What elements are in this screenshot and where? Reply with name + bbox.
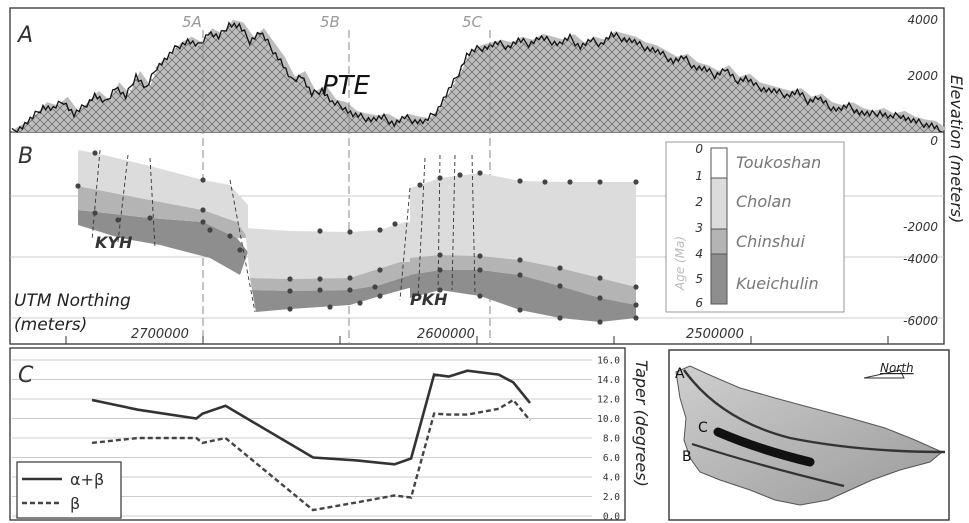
north-arrow-icon xyxy=(863,369,905,379)
legend-label-toukoshan: Toukoshan xyxy=(736,153,821,172)
age-0: 0 xyxy=(695,142,703,156)
panel-a-letter: A xyxy=(16,23,33,48)
taper-tick-label: 0.0 xyxy=(603,512,620,523)
legend-label-cholan: Cholan xyxy=(736,192,792,211)
age-1: 1 xyxy=(695,169,703,183)
panel-c: 0.0 2.0 4.0 6.0 8.0 10.0 12.0 14.0 16.0 C Taper … xyxy=(12,356,651,523)
legend-label-chinshui: Chinshui xyxy=(736,232,806,251)
legend-label-kueichulin: Kueichulin xyxy=(736,274,819,293)
legend-swatch-kueichulin xyxy=(710,253,728,305)
section-label-5b: 5B xyxy=(320,13,340,31)
map-label-c: C xyxy=(698,420,708,436)
northing-tick-2700000: 2700000 xyxy=(131,327,189,342)
depth-tick-6000: -6000 xyxy=(903,314,938,328)
taper-tick-label: 4.0 xyxy=(603,473,620,484)
map-label-b: B xyxy=(682,449,692,465)
taper-tick-label: 8.0 xyxy=(603,434,620,445)
island-outline xyxy=(675,365,943,506)
kyh-chinshui xyxy=(78,186,248,238)
tick-2000: 2000 xyxy=(907,69,938,83)
section-label-5c: 5C xyxy=(462,13,483,31)
northing-axis-title: UTM Northing xyxy=(14,291,131,311)
legend-swatch-cholan xyxy=(710,177,728,230)
panel-b-letter: B xyxy=(18,144,33,169)
northing-tick-2500000: 2500000 xyxy=(686,327,744,342)
age-2: 2 xyxy=(695,195,703,209)
kyh-kueichulin xyxy=(78,210,248,275)
panel-c-frame xyxy=(9,347,626,521)
panel-c-letter: C xyxy=(18,363,34,388)
taper-tick-label: 2.0 xyxy=(603,492,620,503)
tick-4000: 4000 xyxy=(907,13,938,27)
depth-tick-2000: -2000 xyxy=(903,220,938,234)
taper-tick-label: 14.0 xyxy=(597,375,620,386)
legend-label-alpha-beta: α+β xyxy=(70,470,104,489)
legend-swatch-chinshui xyxy=(710,228,728,255)
legend-swatch-toukoshan xyxy=(710,147,728,179)
pkh-label: PKH xyxy=(410,290,448,309)
panel-a: 5A 5B 5C A PTE 4000 2000 0 xyxy=(11,13,946,344)
taper-tick-label: 16.0 xyxy=(597,356,620,367)
central-kueichulin xyxy=(252,272,420,312)
map-label-a: A xyxy=(675,366,685,382)
section-label-5a: 5A xyxy=(182,13,202,31)
age-legend: 0 1 2 3 4 5 6 Age (Ma) Toukoshan Cholan … xyxy=(665,141,845,313)
taiwan-map: A B C North xyxy=(675,361,946,506)
east-chinshui xyxy=(410,255,636,305)
legend-label-beta: β xyxy=(70,494,80,513)
kyh-label: KYH xyxy=(95,233,133,252)
elevation-profile-line xyxy=(11,21,943,133)
taper-tick-label: 6.0 xyxy=(603,453,620,464)
taper-legend-box xyxy=(16,461,122,519)
panel-b: B KYH PKH UTM Northing (meters) 2700000 … xyxy=(10,75,966,344)
profile-b-line xyxy=(691,442,845,488)
central-cholan xyxy=(245,222,420,279)
series-beta xyxy=(91,398,531,512)
age-3: 3 xyxy=(695,221,703,235)
age-4: 4 xyxy=(695,247,703,261)
north-label: North xyxy=(880,361,914,375)
taper-tick-label: 10.0 xyxy=(597,414,620,425)
profile-a-line xyxy=(683,369,946,454)
elevation-crosshatch xyxy=(12,23,942,133)
northing-axis-units: (meters) xyxy=(14,315,87,335)
series-alpha-beta xyxy=(91,369,532,466)
taper-tick-label: 12.0 xyxy=(597,395,620,406)
profile-c-line xyxy=(713,427,815,467)
horizon-dots xyxy=(75,150,639,325)
kyh-cholan xyxy=(78,150,248,238)
taper-axis-title: Taper (degrees) xyxy=(632,360,651,487)
depth-tick-4000: -4000 xyxy=(903,252,938,266)
age-6: 6 xyxy=(695,296,703,310)
age-axis-label: Age (Ma) xyxy=(673,236,687,291)
east-kueichulin xyxy=(410,270,636,322)
pte-label: PTE xyxy=(322,71,371,101)
northing-tick-2600000: 2600000 xyxy=(417,327,475,342)
tick-0: 0 xyxy=(930,134,938,148)
age-5: 5 xyxy=(695,272,703,286)
central-chinshui xyxy=(250,262,420,291)
east-cholan xyxy=(410,173,636,287)
elevation-axis-title: Elevation (meters) xyxy=(947,75,966,223)
taper-ticks: 0.0 2.0 4.0 6.0 8.0 10.0 12.0 14.0 16.0 xyxy=(597,356,620,523)
